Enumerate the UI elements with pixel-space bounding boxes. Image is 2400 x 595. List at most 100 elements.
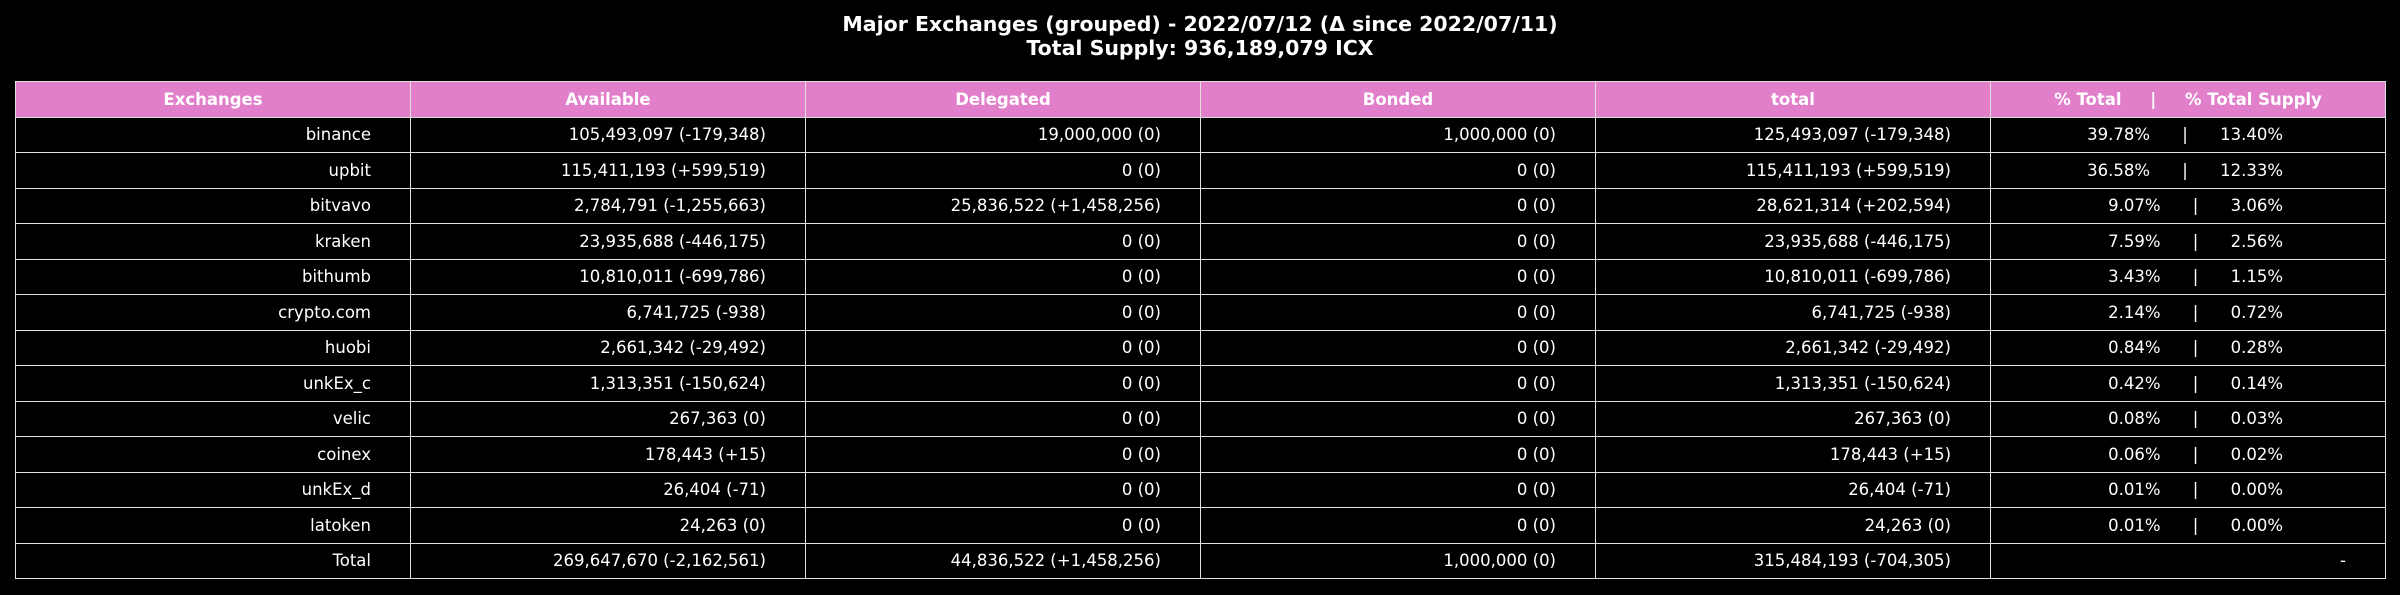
table-row: upbit 115,411,193 (+599,519) 0 (0) 0 (0) 115… (15, 152, 2386, 189)
cell-pct-supply: 0.72% (2230, 302, 2283, 322)
cell-bonded: 1,000,000 (0) (1200, 116, 1596, 153)
cell-available: 1,313,351 (-150,624) (410, 365, 806, 402)
cell-total: 267,363 (0) (1595, 400, 1991, 437)
header-exchanges: Exchanges (15, 81, 411, 118)
table-row: binance 105,493,097 (-179,348) 19,000,000 … (15, 116, 2386, 153)
cell-pct-separator: | (2192, 409, 2199, 429)
header-bonded: Bonded (1200, 81, 1596, 118)
cell-pct-separator: | (2192, 302, 2199, 322)
cell-pct-supply: 13.40% (2220, 125, 2283, 145)
cell-pct-supply: 1.15% (2230, 267, 2283, 287)
cell-pct: 0.08% | 0.03% (1990, 400, 2386, 437)
table-row: latoken 24,263 (0) 0 (0) 0 (0) 24,263 (0) 0.0… (15, 507, 2386, 544)
cell-bonded: 0 (0) (1200, 507, 1596, 544)
cell-exchange: binance (15, 116, 411, 153)
cell-bonded: 0 (0) (1200, 258, 1596, 295)
table-row: unkEx_d 26,404 (-71) 0 (0) 0 (0) 26,404 (-71… (15, 471, 2386, 508)
cell-total: 28,621,314 (+202,594) (1595, 187, 1991, 224)
total-cell-total: 315,484,193 (-704,305) (1595, 542, 1991, 579)
cell-total: 10,810,011 (-699,786) (1595, 258, 1991, 295)
cell-pct-total: 3.43% (2108, 267, 2161, 287)
cell-available: 23,935,688 (-446,175) (410, 223, 806, 260)
table-row: velic 267,363 (0) 0 (0) 0 (0) 267,363 (0) 0.0… (15, 400, 2386, 437)
header-delegated: Delegated (805, 81, 1201, 118)
cell-delegated: 0 (0) (805, 152, 1201, 189)
cell-pct-supply: 0.28% (2230, 338, 2283, 358)
cell-delegated: 0 (0) (805, 365, 1201, 402)
cell-bonded: 0 (0) (1200, 471, 1596, 508)
table-row: huobi 2,661,342 (-29,492) 0 (0) 0 (0) 2,661,… (15, 329, 2386, 366)
table-row: bithumb 10,810,011 (-699,786) 0 (0) 0 (0) 10… (15, 258, 2386, 295)
exchanges-table: Exchanges Available Delegated Bonded tot… (15, 81, 2386, 579)
cell-delegated: 0 (0) (805, 294, 1201, 331)
cell-bonded: 0 (0) (1200, 365, 1596, 402)
cell-pct-supply: 12.33% (2220, 160, 2283, 180)
cell-exchange: velic (15, 400, 411, 437)
total-cell-available: 269,647,670 (-2,162,561) (410, 542, 806, 579)
cell-pct: 7.59% | 2.56% (1990, 223, 2386, 260)
cell-total: 125,493,097 (-179,348) (1595, 116, 1991, 153)
cell-pct-total: 0.01% (2108, 515, 2161, 535)
chart-title: Major Exchanges (grouped) - 2022/07/12 (… (842, 12, 1558, 36)
cell-pct-separator: | (2192, 338, 2199, 358)
cell-pct-total: 0.01% (2108, 480, 2161, 500)
cell-pct-total: 9.07% (2108, 196, 2161, 216)
cell-bonded: 0 (0) (1200, 187, 1596, 224)
cell-pct-total: 0.06% (2108, 444, 2161, 464)
chart-subtitle: Total Supply: 936,189,079 ICX (1026, 36, 1374, 60)
cell-exchange: kraken (15, 223, 411, 260)
cell-pct-separator: | (2192, 444, 2199, 464)
cell-pct-separator: | (2192, 196, 2199, 216)
cell-available: 2,784,791 (-1,255,663) (410, 187, 806, 224)
table-row: unkEx_c 1,313,351 (-150,624) 0 (0) 0 (0) 1,3… (15, 365, 2386, 402)
cell-pct-supply: 2.56% (2230, 231, 2283, 251)
cell-pct-supply: 0.00% (2230, 515, 2283, 535)
cell-total: 26,404 (-71) (1595, 471, 1991, 508)
cell-pct-total: 0.42% (2108, 373, 2161, 393)
cell-bonded: 0 (0) (1200, 152, 1596, 189)
cell-exchange: huobi (15, 329, 411, 366)
table-row: bitvavo 2,784,791 (-1,255,663) 25,836,522 … (15, 187, 2386, 224)
cell-delegated: 0 (0) (805, 436, 1201, 473)
cell-available: 267,363 (0) (410, 400, 806, 437)
cell-pct-supply: 0.02% (2230, 444, 2283, 464)
cell-pct-total: 0.08% (2108, 409, 2161, 429)
cell-total: 1,313,351 (-150,624) (1595, 365, 1991, 402)
table-body: binance 105,493,097 (-179,348) 19,000,000 … (15, 116, 2386, 579)
cell-available: 115,411,193 (+599,519) (410, 152, 806, 189)
cell-pct-separator: | (2192, 373, 2199, 393)
cell-pct: 9.07% | 3.06% (1990, 187, 2386, 224)
total-cell-bonded: 1,000,000 (0) (1200, 542, 1596, 579)
cell-pct-total: 36.58% (2087, 160, 2151, 180)
table-row: kraken 23,935,688 (-446,175) 0 (0) 0 (0) 23,… (15, 223, 2386, 260)
cell-pct-separator: | (2192, 480, 2199, 500)
cell-total: 178,443 (+15) (1595, 436, 1991, 473)
cell-total: 24,263 (0) (1595, 507, 1991, 544)
table-row: crypto.com 6,741,725 (-938) 0 (0) 0 (0) 6,74… (15, 294, 2386, 331)
cell-total: 2,661,342 (-29,492) (1595, 329, 1991, 366)
cell-total: 6,741,725 (-938) (1595, 294, 1991, 331)
cell-pct-separator: | (2192, 515, 2199, 535)
cell-delegated: 0 (0) (805, 400, 1201, 437)
cell-total: 23,935,688 (-446,175) (1595, 223, 1991, 260)
cell-bonded: 0 (0) (1200, 329, 1596, 366)
cell-exchange: bitvavo (15, 187, 411, 224)
cell-pct-separator: | (2182, 125, 2188, 145)
cell-pct: 2.14% | 0.72% (1990, 294, 2386, 331)
cell-available: 6,741,725 (-938) (410, 294, 806, 331)
cell-pct: 0.06% | 0.02% (1990, 436, 2386, 473)
cell-exchange: unkEx_c (15, 365, 411, 402)
cell-available: 10,810,011 (-699,786) (410, 258, 806, 295)
total-cell-delegated: 44,836,522 (+1,458,256) (805, 542, 1201, 579)
header-pct: % Total | % Total Supply (1990, 81, 2386, 118)
cell-available: 24,263 (0) (410, 507, 806, 544)
cell-total: 115,411,193 (+599,519) (1595, 152, 1991, 189)
total-cell-exchange: Total (15, 542, 411, 579)
cell-bonded: 0 (0) (1200, 294, 1596, 331)
cell-pct-total: 7.59% (2108, 231, 2161, 251)
total-cell-pct: - (1990, 542, 2386, 579)
cell-available: 26,404 (-71) (410, 471, 806, 508)
cell-pct: 36.58% | 12.33% (1990, 152, 2386, 189)
chart-title-block: Major Exchanges (grouped) - 2022/07/12 (… (0, 12, 2400, 60)
cell-exchange: coinex (15, 436, 411, 473)
